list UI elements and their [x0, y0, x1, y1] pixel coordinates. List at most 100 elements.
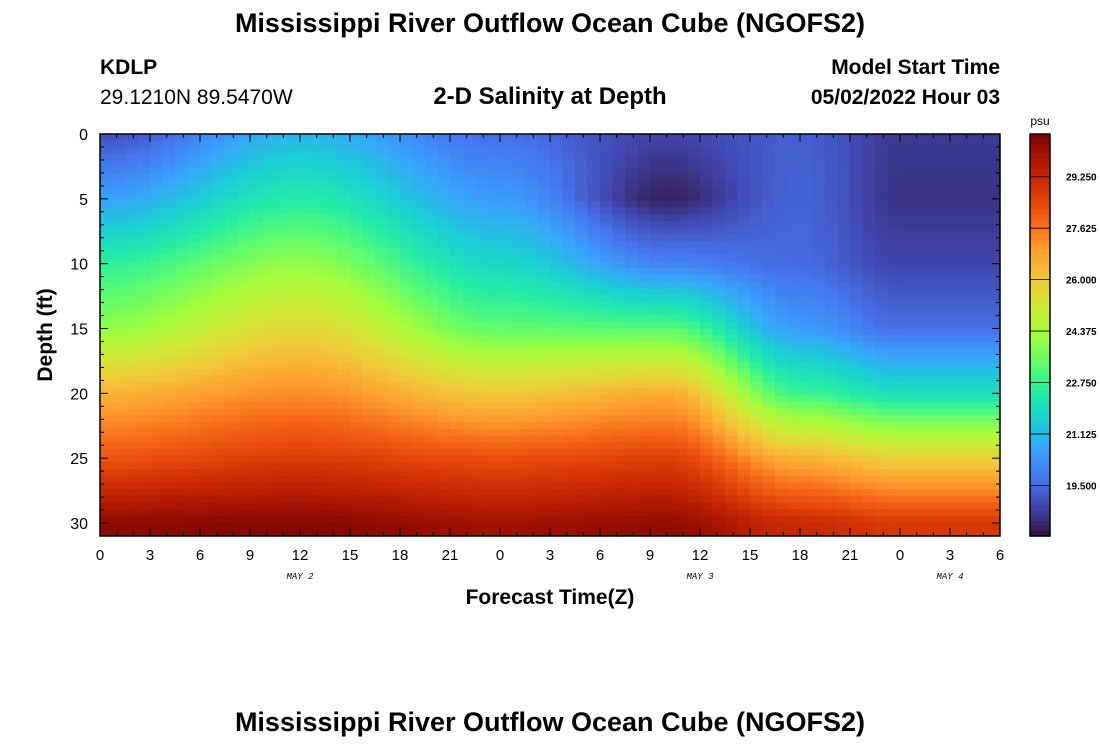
heatmap-cell — [387, 435, 401, 443]
heatmap-cell — [337, 455, 351, 463]
heatmap-cell — [662, 174, 676, 182]
heatmap-cell — [325, 167, 339, 175]
heatmap-cell — [287, 529, 301, 536]
heatmap-cell — [312, 254, 326, 262]
heatmap-cell — [525, 321, 539, 329]
heatmap-cell — [687, 160, 701, 169]
heatmap-cell — [412, 154, 426, 162]
heatmap-cell — [787, 140, 801, 148]
heatmap-cell — [275, 314, 289, 323]
heatmap-cell — [687, 361, 701, 370]
heatmap-cell — [475, 402, 489, 410]
heatmap-cell — [562, 314, 576, 323]
heatmap-cell — [712, 522, 726, 530]
heatmap-cell — [837, 147, 851, 155]
heatmap-cell — [675, 448, 689, 457]
heatmap-cell — [462, 241, 476, 249]
heatmap-cell — [537, 515, 551, 524]
heatmap-cell — [100, 328, 114, 336]
heatmap-cell — [600, 469, 614, 477]
heatmap-cell — [987, 408, 1000, 416]
colorbar-segment — [1030, 234, 1050, 241]
heatmap-cell — [337, 502, 351, 510]
heatmap-cell — [725, 187, 739, 195]
heatmap-cell — [875, 328, 889, 336]
heatmap-cell — [775, 328, 789, 336]
heatmap-cell — [500, 448, 514, 457]
heatmap-cell — [787, 288, 801, 296]
heatmap-cell — [787, 415, 801, 423]
heatmap-cell — [462, 341, 476, 349]
heatmap-cell — [650, 160, 664, 169]
heatmap-cell — [987, 294, 1000, 303]
heatmap-cell — [137, 180, 151, 189]
heatmap-cell — [962, 221, 976, 229]
heatmap-cell — [437, 187, 451, 195]
heatmap-cell — [237, 314, 251, 323]
heatmap-cell — [137, 482, 151, 490]
heatmap-cell — [550, 241, 564, 249]
heatmap-cell — [575, 428, 589, 437]
heatmap-cell — [975, 522, 989, 530]
heatmap-cell — [912, 201, 926, 209]
heatmap-cell — [712, 268, 726, 276]
heatmap-cell — [675, 515, 689, 524]
heatmap-cell — [625, 475, 639, 483]
heatmap-cell — [662, 288, 676, 296]
heatmap-cell — [800, 254, 814, 262]
heatmap-cell — [212, 221, 226, 229]
heatmap-cell — [737, 187, 751, 195]
heatmap-cell — [162, 180, 176, 189]
heatmap-cell — [750, 321, 764, 329]
heatmap-cell — [600, 160, 614, 169]
heatmap-cell — [150, 428, 164, 437]
heatmap-cell — [837, 462, 851, 470]
heatmap-cell — [537, 261, 551, 269]
heatmap-cell — [837, 194, 851, 202]
heatmap-cell — [800, 341, 814, 349]
heatmap-cell — [337, 408, 351, 416]
heatmap-cell — [575, 227, 589, 236]
heatmap-cell — [862, 147, 876, 155]
heatmap-cell — [325, 428, 339, 437]
heatmap-cell — [850, 495, 864, 504]
heatmap-cell — [887, 288, 901, 296]
colorbar-segment — [1030, 229, 1050, 236]
heatmap-cell — [137, 462, 151, 470]
heatmap-cell — [312, 435, 326, 443]
heatmap-cell — [837, 348, 851, 356]
heatmap-cell — [875, 314, 889, 323]
heatmap-cell — [225, 167, 239, 175]
heatmap-cell — [387, 368, 401, 376]
heatmap-cell — [350, 402, 364, 410]
heatmap-cell — [350, 147, 364, 155]
heatmap-cell — [750, 515, 764, 524]
heatmap-cell — [312, 207, 326, 215]
heatmap-cell — [112, 247, 126, 256]
heatmap-cell — [612, 147, 626, 155]
heatmap-cell — [275, 375, 289, 383]
heatmap-cell — [212, 415, 226, 423]
date-label: MAY 2 — [286, 572, 314, 582]
heatmap-cell — [737, 147, 751, 155]
heatmap-cell — [212, 462, 226, 470]
heatmap-cell — [275, 482, 289, 490]
heatmap-cell — [887, 448, 901, 457]
heatmap-cell — [200, 435, 214, 443]
heatmap-cell — [775, 321, 789, 329]
heatmap-cell — [100, 154, 114, 162]
heatmap-cell — [863, 536, 876, 543]
heatmap-cell — [887, 160, 901, 169]
heatmap-cell — [987, 274, 1000, 282]
heatmap-cell — [975, 536, 988, 543]
heatmap-cell — [587, 234, 601, 242]
heatmap-cell — [375, 180, 389, 189]
heatmap-cell — [750, 536, 763, 543]
heatmap-cell — [312, 288, 326, 296]
heatmap-cell — [887, 234, 901, 242]
heatmap-cell — [662, 241, 676, 249]
heatmap-cell — [662, 214, 676, 222]
heatmap-cell — [887, 482, 901, 490]
heatmap-cell — [525, 314, 539, 323]
heatmap-cell — [712, 321, 726, 329]
